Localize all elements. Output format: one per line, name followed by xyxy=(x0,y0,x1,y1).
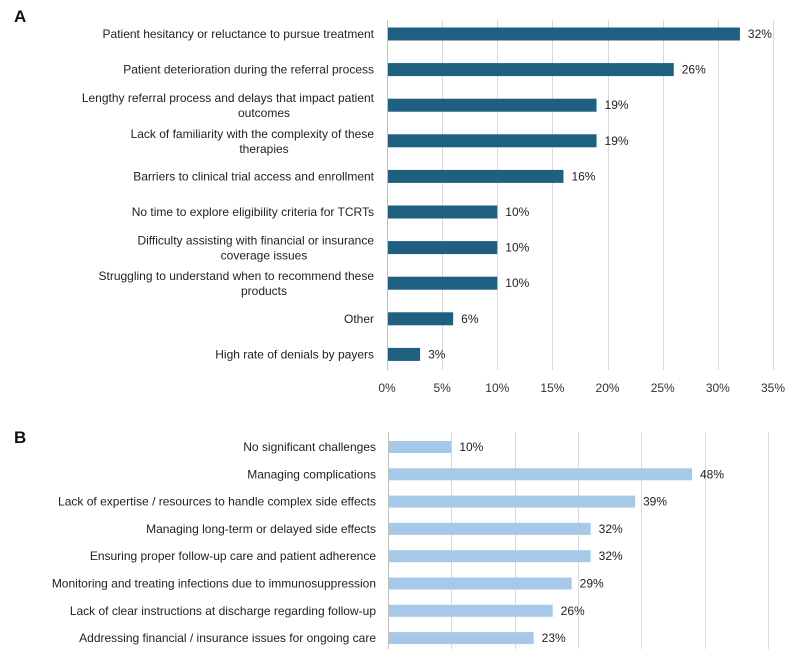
bar xyxy=(389,522,591,535)
chart-a: A 0% 5% 10% 15% 20% 25% 30% 35% Patient hesitancy… xyxy=(14,7,785,395)
chart-b: B No significant challenges 10% Managing co… xyxy=(14,428,769,649)
category-label: Addressing financial / insurance issues … xyxy=(79,631,376,645)
bar xyxy=(388,276,498,290)
bar xyxy=(388,205,498,219)
bar xyxy=(389,495,635,508)
x-tick-label: 25% xyxy=(651,381,675,395)
data-label: 32% xyxy=(599,522,623,536)
data-label: 19% xyxy=(605,134,629,148)
category-label: Ensuring proper follow-up care and patie… xyxy=(90,549,377,563)
bar xyxy=(389,577,572,590)
category-label: Managing long-term or delayed side effec… xyxy=(146,522,376,536)
bar xyxy=(388,347,421,361)
data-label: 10% xyxy=(505,241,529,255)
panel-label-b: B xyxy=(14,428,26,447)
x-tick-label: 20% xyxy=(596,381,620,395)
category-label: Patient hesitancy or reluctance to pursu… xyxy=(103,27,375,41)
bar xyxy=(389,441,452,453)
x-tick-label: 30% xyxy=(706,381,730,395)
data-label: 6% xyxy=(461,312,479,326)
bar xyxy=(388,98,597,112)
data-label: 39% xyxy=(643,495,667,509)
data-label: 48% xyxy=(700,467,724,481)
bar xyxy=(388,312,454,326)
data-label: 10% xyxy=(505,205,529,219)
data-label: 19% xyxy=(605,98,629,112)
x-tick-label: 35% xyxy=(761,381,785,395)
bar xyxy=(388,63,674,77)
category-label: Other xyxy=(344,312,374,326)
data-label: 26% xyxy=(561,604,585,618)
category-label: Struggling to understand when to recomme… xyxy=(98,269,374,298)
bar xyxy=(389,632,534,645)
category-label: High rate of denials by payers xyxy=(215,347,374,361)
category-label: Lack of clear instructions at discharge … xyxy=(70,604,376,618)
data-label: 16% xyxy=(571,169,595,183)
bar xyxy=(389,468,692,481)
category-label: No significant challenges xyxy=(243,440,376,454)
data-label: 10% xyxy=(505,276,529,290)
bar xyxy=(389,550,591,563)
x-tick-label: 0% xyxy=(378,381,396,395)
category-label: No time to explore eligibility criteria … xyxy=(132,205,374,219)
data-label: 3% xyxy=(428,347,446,361)
data-label: 32% xyxy=(599,549,623,563)
data-label: 29% xyxy=(580,577,604,591)
data-label: 32% xyxy=(748,27,772,41)
category-label: Lack of expertise / resources to handle … xyxy=(58,495,376,509)
category-label: Difficulty assisting with financial or i… xyxy=(137,234,374,263)
bar xyxy=(388,169,564,183)
category-label: Lack of familiarity with the complexity … xyxy=(131,127,375,156)
data-label: 26% xyxy=(682,63,706,77)
x-tick-label: 5% xyxy=(433,381,451,395)
category-label: Barriers to clinical trial access and en… xyxy=(133,169,374,183)
bar xyxy=(388,241,498,255)
bar xyxy=(389,604,553,617)
panel-label-a: A xyxy=(14,7,26,26)
category-label: Managing complications xyxy=(247,467,376,481)
x-tick-label: 10% xyxy=(485,381,509,395)
data-label: 10% xyxy=(459,440,483,454)
data-label: 23% xyxy=(542,631,566,645)
category-label: Lengthy referral process and delays that… xyxy=(82,91,375,120)
bar xyxy=(388,134,597,148)
bar xyxy=(388,27,740,41)
category-label: Patient deterioration during the referra… xyxy=(123,63,374,77)
x-tick-label: 15% xyxy=(540,381,564,395)
category-label: Monitoring and treating infections due t… xyxy=(52,577,376,591)
